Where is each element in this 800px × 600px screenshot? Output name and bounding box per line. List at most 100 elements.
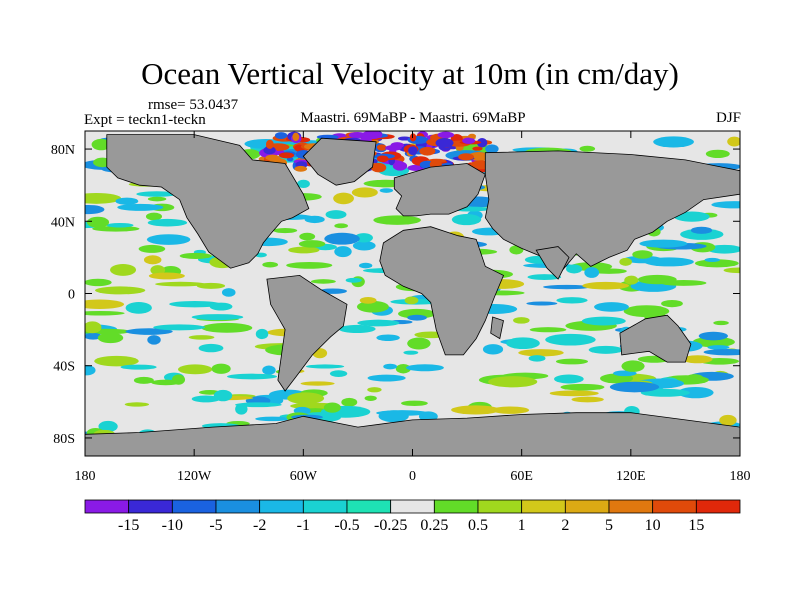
velocity-patch: [85, 310, 125, 316]
arctic-velocity-patch: [361, 131, 383, 140]
velocity-patch: [85, 204, 105, 215]
colorbar-swatch: [259, 499, 304, 514]
velocity-patch: [150, 379, 181, 386]
land-madagascar: [490, 316, 504, 340]
colorbar: -15 -10 -5 -2 -1 -0.5 -0.25 0.25 0.5 1 2 5 10 15: [84, 499, 741, 534]
velocity-patch: [329, 370, 348, 378]
velocity-patch: [221, 288, 236, 297]
experiment-label: Maastri. 69MaBP - Maastri. 69MaBP: [300, 110, 525, 126]
colorbar-label: 0.25: [420, 517, 448, 534]
velocity-patch: [653, 136, 694, 148]
velocity-patch: [639, 239, 688, 248]
velocity-patch: [703, 348, 740, 356]
velocity-patch: [566, 264, 583, 274]
colorbar-swatch: [302, 499, 348, 514]
velocity-patch: [146, 234, 191, 245]
velocity-patch: [191, 395, 221, 403]
expt-label: Expt = teckn1-teckn: [84, 112, 206, 128]
y-tick-label: 0: [68, 288, 75, 303]
velocity-patch: [543, 284, 591, 290]
arctic-velocity-patch: [370, 162, 387, 173]
land-europe: [393, 163, 486, 217]
velocity-patch: [179, 252, 212, 259]
velocity-patch: [661, 299, 683, 308]
arctic-velocity-patch: [265, 154, 280, 161]
velocity-patch: [398, 308, 436, 319]
velocity-patch: [305, 364, 345, 369]
land-antarctica: [85, 412, 740, 456]
velocity-patch: [324, 232, 360, 245]
velocity-patch: [727, 136, 740, 147]
velocity-patch: [136, 191, 178, 197]
velocity-patch: [255, 416, 290, 422]
arctic-velocity-patch: [376, 144, 387, 151]
colorbar-label: -0.5: [334, 517, 359, 534]
velocity-patch: [145, 212, 163, 221]
velocity-patch: [632, 250, 653, 259]
velocity-patch: [188, 335, 215, 340]
velocity-patch: [677, 386, 714, 399]
velocity-patch: [376, 410, 429, 416]
land-asia: [484, 150, 740, 277]
velocity-patch: [707, 345, 730, 350]
velocity-patch: [138, 244, 166, 253]
velocity-patch: [682, 355, 713, 364]
velocity-patch: [92, 225, 140, 232]
arctic-velocity-patch: [348, 132, 367, 139]
land-greenland: [302, 137, 377, 186]
land-australia: [619, 314, 692, 363]
velocity-patch: [485, 144, 499, 154]
colorbar-label: -0.25: [374, 517, 407, 534]
velocity-patch: [482, 344, 504, 355]
colorbar-label: -2: [253, 517, 266, 534]
velocity-patch: [133, 376, 154, 384]
velocity-patch: [690, 226, 713, 234]
velocity-patch: [95, 286, 146, 295]
velocity-patch: [529, 327, 567, 333]
colorbar-swatch: [521, 499, 566, 514]
velocity-patch: [513, 317, 530, 324]
colorbar-label: 5: [605, 517, 613, 534]
velocity-patch: [407, 337, 431, 350]
arctic-velocity-patch: [292, 132, 300, 142]
velocity-patch: [91, 138, 111, 151]
velocity-patch: [333, 192, 354, 205]
velocity-patch: [334, 223, 349, 229]
velocity-patch: [623, 305, 670, 318]
velocity-patch: [125, 328, 173, 335]
velocity-patch: [334, 246, 352, 258]
velocity-patch: [323, 402, 341, 413]
arctic-velocity-patch: [263, 146, 276, 155]
velocity-patch: [395, 364, 411, 374]
arctic-velocity-patch: [281, 145, 288, 150]
velocity-patch: [545, 333, 596, 346]
velocity-patch: [345, 277, 362, 283]
velocity-patch: [619, 257, 632, 266]
colorbar-label: -10: [162, 517, 183, 534]
velocity-patch: [405, 364, 444, 372]
chart-title: Ocean Vertical Velocity at 10m (in cm/da…: [141, 56, 679, 91]
x-tick-label: 180: [730, 469, 751, 484]
velocity-patch: [518, 349, 564, 357]
velocity-patch: [298, 240, 326, 248]
velocity-patch: [120, 364, 157, 370]
velocity-patch: [581, 316, 626, 326]
velocity-patch: [528, 355, 546, 362]
arctic-velocity-patch: [458, 153, 475, 161]
velocity-patch: [211, 363, 231, 374]
velocity-patch: [85, 278, 112, 287]
velocity-patch: [148, 272, 185, 280]
velocity-patch: [255, 328, 269, 340]
colorbar-label: -1: [297, 517, 310, 534]
arctic-velocity-patch: [477, 154, 484, 160]
colorbar-swatch: [84, 499, 130, 514]
arctic-velocity-patch: [462, 137, 476, 144]
velocity-patch: [198, 343, 224, 353]
velocity-patch: [379, 188, 394, 193]
x-tick-label: 0: [409, 469, 416, 484]
velocity-patch: [640, 388, 690, 397]
velocity-patch: [609, 381, 660, 393]
velocity-patch: [451, 405, 501, 415]
velocity-patch: [579, 145, 596, 152]
velocity-patch: [226, 373, 278, 380]
